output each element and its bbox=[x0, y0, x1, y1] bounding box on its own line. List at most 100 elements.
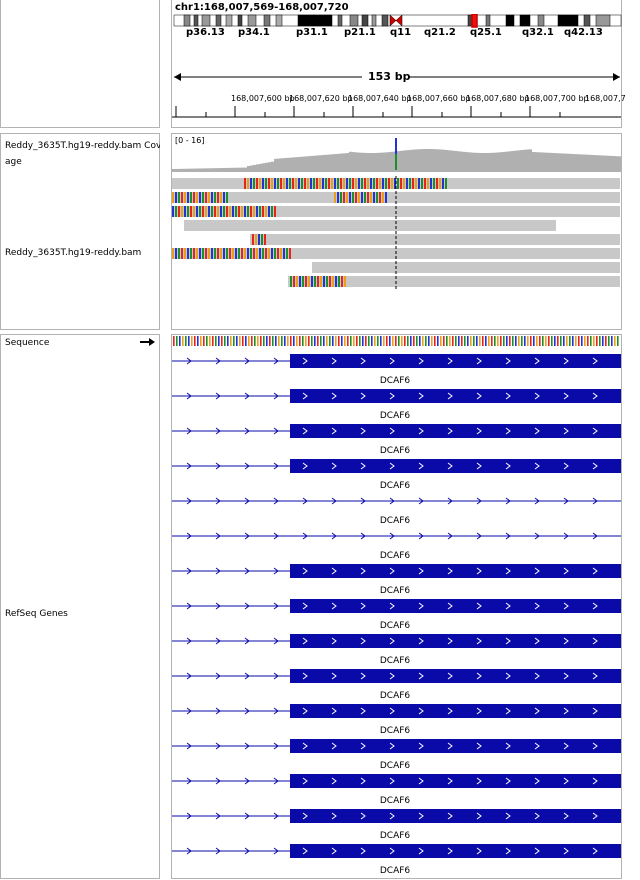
coverage-bar bbox=[313, 155, 316, 172]
gene-feature[interactable] bbox=[172, 353, 621, 369]
mismatch-base bbox=[370, 178, 372, 189]
strand-chevron bbox=[331, 392, 337, 400]
gene-feature[interactable] bbox=[172, 423, 621, 439]
sequence-base bbox=[251, 336, 253, 346]
mismatch-base bbox=[373, 178, 375, 189]
coverage-bar bbox=[523, 149, 526, 172]
exon-block bbox=[290, 774, 621, 788]
chromosome-ideogram[interactable] bbox=[172, 14, 623, 28]
coverage-bar bbox=[220, 168, 223, 172]
gene-feature[interactable] bbox=[172, 843, 621, 859]
strand-chevron bbox=[244, 567, 250, 575]
coverage-histogram[interactable] bbox=[172, 134, 621, 176]
sequence-base bbox=[206, 336, 208, 346]
sequence-base bbox=[410, 336, 412, 346]
strand-chevron bbox=[302, 777, 308, 785]
strand-chevron bbox=[244, 672, 250, 680]
gene-feature[interactable] bbox=[172, 633, 621, 649]
strand-chevron bbox=[215, 532, 221, 540]
strand-chevron bbox=[418, 392, 424, 400]
coverage-track-name[interactable]: Reddy_3635T.hg19-reddy.bam Coverage bbox=[5, 141, 160, 151]
mismatch-base bbox=[286, 248, 288, 259]
strand-chevron bbox=[447, 462, 453, 470]
mismatch-base bbox=[376, 178, 378, 189]
coverage-bar bbox=[481, 152, 484, 172]
strand-chevron bbox=[215, 427, 221, 435]
exon-block bbox=[290, 459, 621, 473]
genes-track-name[interactable]: RefSeq Genes bbox=[5, 609, 68, 619]
strand-chevron bbox=[302, 707, 308, 715]
sequence-base bbox=[236, 336, 238, 346]
header-left-panel bbox=[0, 0, 160, 128]
mismatch-base bbox=[187, 248, 189, 259]
gene-label: DCAF6 bbox=[379, 516, 411, 526]
sequence-base bbox=[302, 336, 304, 346]
right-arrow-icon[interactable] bbox=[140, 337, 156, 347]
coverage-bar bbox=[202, 168, 205, 172]
read-bar bbox=[312, 262, 620, 273]
mismatch-base bbox=[376, 192, 378, 203]
strand-chevron bbox=[331, 742, 337, 750]
mismatch-base bbox=[283, 178, 285, 189]
strand-chevron bbox=[418, 672, 424, 680]
mismatch-base bbox=[196, 206, 198, 217]
mismatch-base bbox=[314, 276, 316, 287]
strand-chevron bbox=[505, 532, 511, 540]
sequence-base bbox=[311, 336, 313, 346]
gene-feature[interactable] bbox=[172, 493, 621, 509]
strand-chevron bbox=[360, 497, 366, 505]
sequence-track[interactable] bbox=[172, 336, 621, 348]
gene-feature[interactable] bbox=[172, 738, 621, 754]
gene-feature[interactable] bbox=[172, 388, 621, 404]
strand-chevron bbox=[505, 672, 511, 680]
gene-label: DCAF6 bbox=[379, 411, 411, 421]
sequence-base bbox=[257, 336, 259, 346]
sequence-track-name[interactable]: Sequence bbox=[5, 338, 50, 348]
alignment-reads[interactable] bbox=[172, 176, 621, 326]
coverage-bar bbox=[607, 155, 610, 172]
gene-feature[interactable] bbox=[172, 458, 621, 474]
strand-chevron bbox=[273, 812, 279, 820]
coverage-bar bbox=[292, 157, 295, 172]
gene-feature[interactable] bbox=[172, 528, 621, 544]
mismatch-base bbox=[313, 178, 315, 189]
coverage-bar bbox=[445, 149, 448, 172]
gene-feature[interactable] bbox=[172, 598, 621, 614]
alignment-track-name[interactable]: Reddy_3635T.hg19-reddy.bam bbox=[5, 248, 142, 258]
sequence-base bbox=[404, 336, 406, 346]
gene-feature[interactable] bbox=[172, 668, 621, 684]
strand-chevron bbox=[389, 812, 395, 820]
gene-feature[interactable] bbox=[172, 563, 621, 579]
strand-chevron bbox=[186, 847, 192, 855]
coverage-bar bbox=[247, 166, 250, 172]
sequence-base bbox=[326, 336, 328, 346]
gene-feature[interactable] bbox=[172, 773, 621, 789]
cytoband-label: q25.1 bbox=[470, 27, 502, 38]
sequence-base bbox=[398, 336, 400, 346]
strand-chevron bbox=[360, 777, 366, 785]
coverage-bar bbox=[199, 168, 202, 172]
sequence-base bbox=[374, 336, 376, 346]
mismatch-base bbox=[430, 178, 432, 189]
strand-chevron bbox=[389, 672, 395, 680]
strand-chevron bbox=[534, 812, 540, 820]
mismatch-base bbox=[418, 178, 420, 189]
sequence-base bbox=[284, 336, 286, 346]
strand-chevron bbox=[331, 672, 337, 680]
strand-chevron bbox=[360, 672, 366, 680]
gene-feature[interactable] bbox=[172, 703, 621, 719]
coverage-bar bbox=[490, 152, 493, 172]
mismatch-base bbox=[232, 248, 234, 259]
strand-chevron bbox=[534, 497, 540, 505]
gene-feature[interactable] bbox=[172, 808, 621, 824]
mismatch-base bbox=[244, 248, 246, 259]
strand-chevron bbox=[476, 497, 482, 505]
coverage-bar bbox=[457, 151, 460, 172]
sequence-base bbox=[203, 336, 205, 346]
mismatch-base bbox=[274, 248, 276, 259]
mismatch-base bbox=[220, 192, 222, 203]
strand-chevron bbox=[447, 427, 453, 435]
ruler-ticks[interactable] bbox=[172, 104, 623, 118]
sequence-base bbox=[431, 336, 433, 346]
strand-chevron bbox=[389, 637, 395, 645]
